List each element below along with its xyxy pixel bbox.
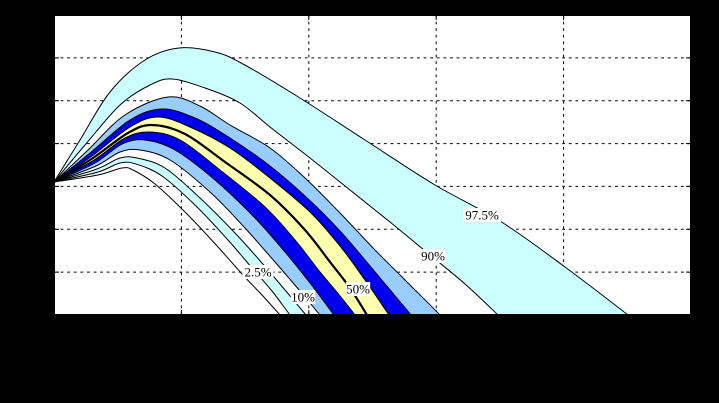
contour-p2_5 xyxy=(54,167,281,315)
contour-label-text: 2.5% xyxy=(244,265,271,280)
contour-label-text: 97.5% xyxy=(465,208,499,223)
contour-p5 xyxy=(54,161,291,315)
contour-p30 xyxy=(54,139,335,315)
contour-label-text: 10% xyxy=(291,290,315,305)
contour-label-box xyxy=(345,282,371,296)
contour-label: 90% xyxy=(420,249,446,264)
contour-p90 xyxy=(54,78,499,315)
contour-label-box xyxy=(242,265,274,279)
band-p10-p5 xyxy=(54,156,306,315)
contour-p40 xyxy=(54,131,356,315)
plot-border xyxy=(53,14,692,316)
contour-label: 97.5% xyxy=(463,208,501,223)
contour-label-box xyxy=(290,290,316,304)
contour-p97_5 xyxy=(54,47,629,315)
band-p40-p30 xyxy=(54,131,355,315)
contour-p70 xyxy=(54,108,412,315)
contour-p80 xyxy=(54,96,441,315)
contour-label-text: 90% xyxy=(421,249,445,264)
contour-label-box xyxy=(463,208,501,222)
contour-label: 10% xyxy=(290,290,316,305)
contour-labels: 2.5% 10% 50% 90% 97.5% xyxy=(242,208,501,305)
band-p80-p70 xyxy=(54,96,440,315)
contour-label-text: 50% xyxy=(346,282,370,297)
contour-label: 2.5% xyxy=(242,265,274,280)
band-p97_5-p90 xyxy=(54,47,628,315)
contour-label: 50% xyxy=(345,282,371,297)
contour-label-box xyxy=(420,249,446,263)
